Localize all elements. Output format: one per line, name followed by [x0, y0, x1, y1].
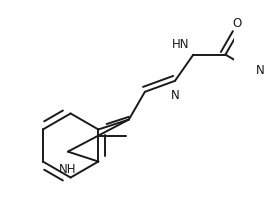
Text: O: O — [233, 17, 242, 30]
Text: NH₂: NH₂ — [256, 64, 264, 77]
Text: HN: HN — [172, 38, 190, 51]
Text: NH: NH — [59, 163, 77, 176]
Text: N: N — [171, 89, 179, 102]
